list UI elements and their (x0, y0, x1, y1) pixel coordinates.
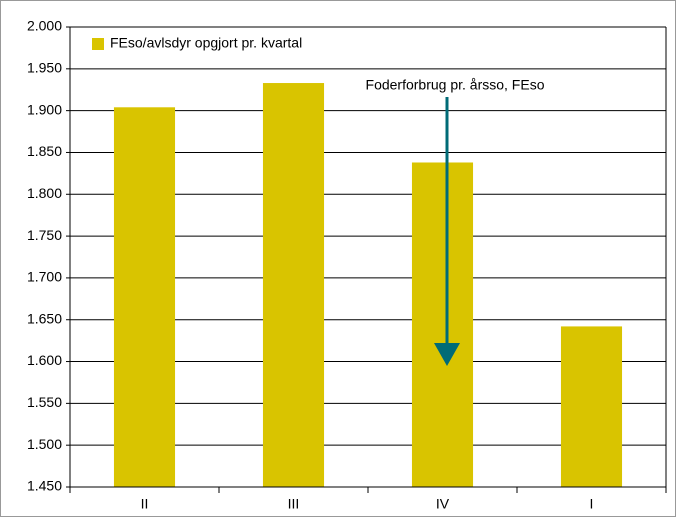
x-tick-label: III (288, 496, 300, 512)
annotation-arrowhead (434, 343, 460, 366)
plot-area: 1.450 1.500 1.550 1.600 1.650 1.700 1.750 1.800… (27, 18, 667, 512)
y-tick-label: 1.550 (27, 394, 62, 410)
y-tick-label: 2.000 (27, 18, 62, 34)
y-tick-label: 1.900 (27, 101, 62, 117)
y-tick-label: 1.600 (27, 352, 62, 368)
y-tick-label: 1.500 (27, 436, 62, 452)
bar (262, 83, 325, 487)
y-tick-label: 1.700 (27, 269, 62, 285)
bar (411, 162, 474, 487)
y-tick-label: 1.650 (27, 310, 62, 326)
x-tick-label: II (141, 496, 149, 512)
y-tick-label: 1.750 (27, 227, 62, 243)
annotation: Foderforbrug pr. årsso, FEso (366, 77, 545, 93)
bar (113, 107, 176, 488)
y-tick-label: 1.850 (27, 143, 62, 159)
legend-label: FEso/avlsdyr opgjort pr. kvartal (110, 35, 302, 51)
bar (560, 326, 623, 487)
y-tick-label: 1.800 (27, 185, 62, 201)
y-tick-label: 1.450 (27, 478, 62, 494)
y-tick-label: 1.950 (27, 60, 62, 76)
legend-swatch (92, 38, 104, 50)
x-tick-label: IV (436, 496, 450, 512)
x-tick-label: I (590, 496, 594, 512)
